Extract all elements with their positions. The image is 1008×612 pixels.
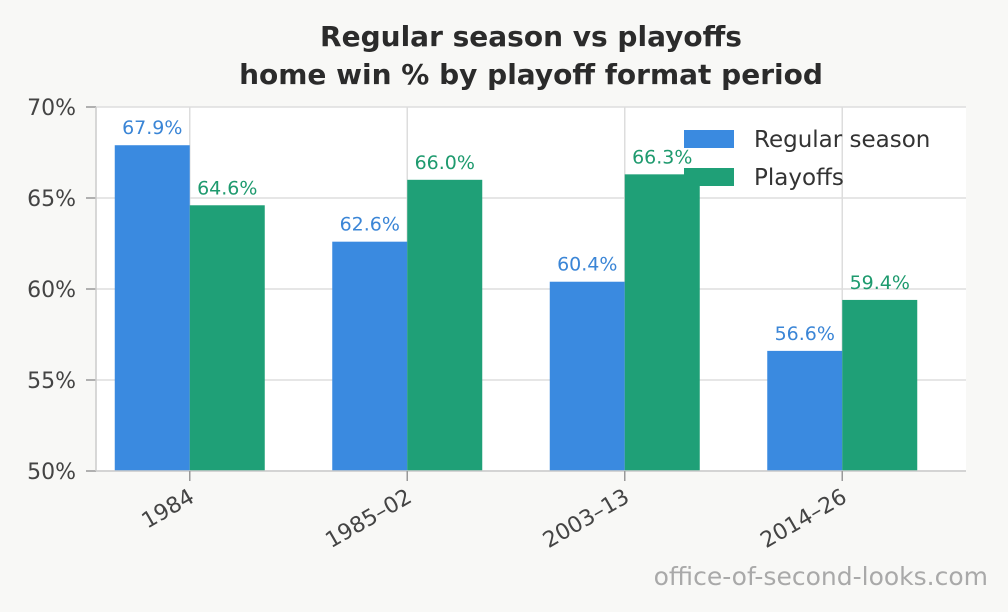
- data-label: 60.4%: [557, 254, 617, 276]
- x-tick-label: 2003–13: [539, 485, 634, 554]
- data-label: 59.4%: [850, 272, 910, 294]
- y-tick-label: 65%: [27, 187, 76, 212]
- data-labels: 67.9% 62.6% 60.4% 56.6% 64.6% 66.0% 66.3% 59.4%: [122, 117, 910, 345]
- data-label: 56.6%: [775, 323, 835, 345]
- bar-regular-season: [767, 350, 843, 471]
- chart-title-line-2: home win % by playoff format period: [239, 58, 823, 91]
- x-tick-label: 1985–02: [321, 485, 416, 554]
- legend-label-playoffs: Playoffs: [754, 165, 844, 191]
- bar-playoffs: [189, 205, 265, 471]
- x-tick-label: 1984: [138, 485, 199, 535]
- bar-playoffs: [842, 299, 918, 471]
- bar-playoffs: [624, 174, 700, 471]
- data-label: 66.3%: [632, 146, 692, 168]
- y-tick-label: 50%: [27, 460, 76, 485]
- bars: [114, 145, 918, 472]
- data-label: 67.9%: [122, 117, 182, 139]
- y-tick-label: 60%: [27, 278, 76, 303]
- legend-label-regular-season: Regular season: [754, 127, 930, 153]
- data-label: 62.6%: [340, 214, 400, 236]
- y-tick-label: 70%: [27, 96, 76, 121]
- watermark: office-of-second-looks.com: [654, 562, 988, 591]
- bar-regular-season: [332, 241, 408, 471]
- data-label: 66.0%: [415, 152, 475, 174]
- legend: Regular season Playoffs: [684, 127, 930, 191]
- x-tick-label: 2014–26: [756, 485, 851, 554]
- legend-swatch-regular-season: [684, 130, 734, 148]
- bar-regular-season: [114, 145, 190, 471]
- chart-title-line-1: Regular season vs playoffs: [320, 20, 742, 53]
- data-label: 64.6%: [197, 177, 257, 199]
- bar-regular-season: [549, 281, 625, 471]
- bar-playoffs: [407, 179, 483, 472]
- y-tick-label: 55%: [27, 369, 76, 394]
- legend-swatch-playoffs: [684, 168, 734, 186]
